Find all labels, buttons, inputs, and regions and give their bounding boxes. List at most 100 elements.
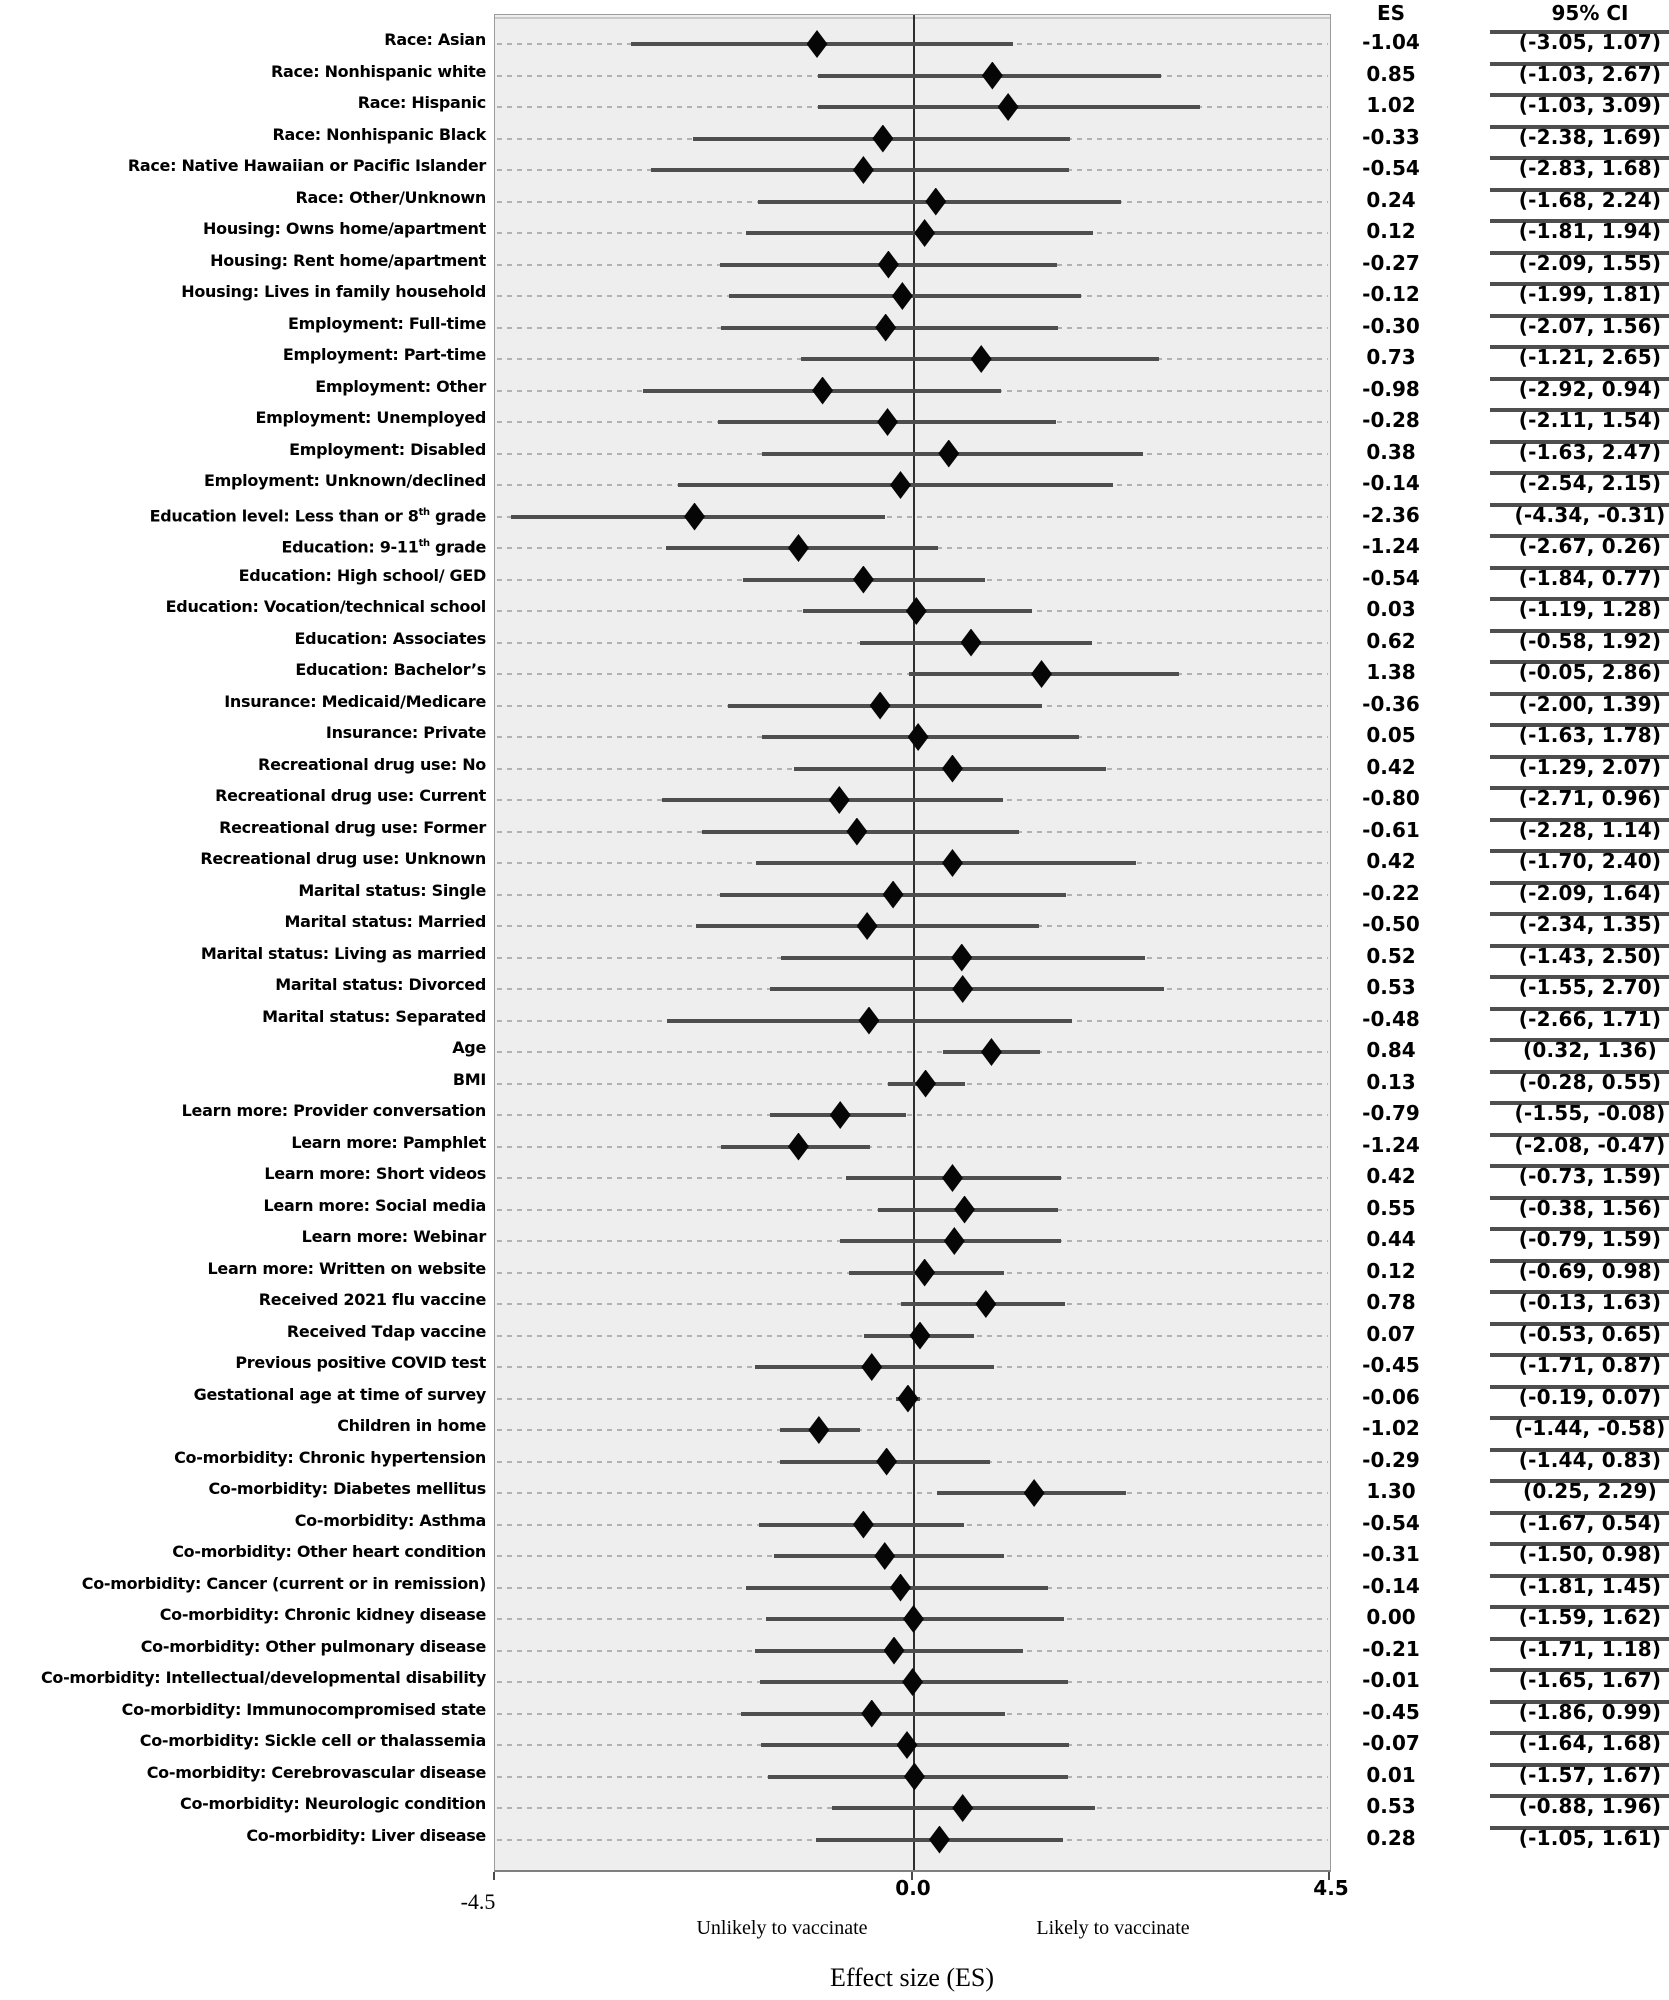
- row-label: Housing: Owns home/apartment: [203, 219, 486, 238]
- row-label: Marital status: Living as married: [200, 943, 486, 963]
- row-label: Recreational drug use: Former: [219, 817, 486, 837]
- x-tick-label-max: 4.5: [1313, 1876, 1349, 1900]
- es-value: -0.07: [1362, 1731, 1420, 1755]
- effect-size-marker: [938, 439, 960, 468]
- ci-value: (-1.86, 0.99): [1490, 1699, 1669, 1724]
- effect-size-marker: [941, 754, 963, 783]
- row-label: Employment: Part-time: [282, 345, 486, 364]
- ci-value: (-1.29, 2.07): [1490, 754, 1669, 779]
- effect-size-marker: [960, 628, 982, 657]
- ci-value: (-2.09, 1.55): [1490, 250, 1669, 275]
- es-value: -1.02: [1362, 1416, 1420, 1440]
- es-value: -0.21: [1362, 1636, 1420, 1661]
- es-value: -0.06: [1362, 1384, 1420, 1409]
- row-label: Housing: Rent home/apartment: [210, 250, 486, 270]
- effect-size-marker: [874, 1542, 896, 1570]
- effect-size-marker: [891, 282, 913, 310]
- row-label: Education: Bachelor’s: [295, 660, 486, 679]
- effect-size-marker: [970, 345, 992, 373]
- row-gridline: [497, 1114, 1328, 1116]
- ci-value: (-1.55, 2.70): [1490, 975, 1669, 999]
- row-label: Race: Asian: [384, 30, 486, 49]
- es-value: 0.01: [1366, 1762, 1416, 1787]
- es-value: 0.62: [1366, 628, 1416, 653]
- effect-size-marker: [861, 1699, 883, 1728]
- ci-value: (-1.70, 2.40): [1490, 849, 1669, 873]
- effect-size-marker: [928, 1825, 950, 1854]
- effect-size-marker: [905, 597, 927, 625]
- es-value: -0.54: [1362, 156, 1420, 180]
- row-label: Marital status: Single: [298, 880, 486, 900]
- effect-size-marker: [806, 30, 828, 58]
- effect-size-marker: [787, 534, 809, 562]
- es-value: 0.85: [1366, 61, 1416, 86]
- effect-size-marker: [883, 1636, 905, 1665]
- effect-size-marker: [828, 786, 850, 814]
- es-value: -0.54: [1362, 565, 1420, 590]
- row-label: Housing: Lives in family household: [181, 282, 486, 301]
- row-label: Education: High school/ GED: [238, 565, 487, 585]
- es-value: -0.80: [1362, 786, 1420, 810]
- ci-value: (-2.67, 0.26): [1490, 534, 1669, 558]
- ci-value: (-1.99, 1.81): [1490, 282, 1669, 306]
- row-label: Co-morbidity: Liver disease: [246, 1825, 486, 1845]
- ci-value: (-0.13, 1.63): [1490, 1290, 1669, 1314]
- row-label: Age: [452, 1038, 486, 1057]
- ci-value: (-1.03, 2.67): [1490, 61, 1669, 86]
- effect-size-marker: [941, 849, 963, 877]
- row-label: Education level: Less than or 8th grade: [149, 505, 487, 525]
- effect-size-marker: [876, 1447, 898, 1476]
- es-value: 0.53: [1366, 1794, 1416, 1818]
- es-value: 0.12: [1366, 1258, 1416, 1283]
- ci-value: (-1.68, 2.24): [1490, 187, 1669, 212]
- row-label: Education: 9-11th grade: [281, 537, 486, 557]
- es-value: -1.04: [1362, 30, 1420, 54]
- ci-value: (-1.59, 1.62): [1490, 1605, 1669, 1629]
- es-value: -0.14: [1362, 471, 1420, 495]
- ci-value: (-1.64, 1.68): [1490, 1731, 1669, 1755]
- es-value: -0.01: [1362, 1668, 1420, 1692]
- ci-value: (-1.67, 0.54): [1490, 1510, 1669, 1535]
- es-value: 0.42: [1366, 1164, 1416, 1188]
- ci-value: (0.32, 1.36): [1490, 1038, 1669, 1062]
- row-label: Marital status: Married: [284, 912, 487, 931]
- effect-size-marker: [829, 1101, 851, 1129]
- ci-value: (-0.79, 1.59): [1490, 1227, 1669, 1251]
- ci-value: (-1.81, 1.94): [1490, 219, 1669, 243]
- row-label: Marital status: Separated: [262, 1006, 486, 1026]
- ci-value: (-1.43, 2.50): [1490, 943, 1669, 968]
- es-value: 0.52: [1366, 943, 1416, 968]
- row-label: Race: Other/Unknown: [295, 187, 486, 207]
- ci-value: (-1.21, 2.65): [1490, 345, 1669, 369]
- es-value: -0.22: [1362, 880, 1420, 905]
- ci-value: (-0.88, 1.96): [1490, 1794, 1669, 1818]
- row-label: Education: Vocation/technical school: [165, 597, 487, 616]
- x-axis-title: Effect size (ES): [829, 1963, 995, 1992]
- es-value: 0.03: [1366, 597, 1416, 621]
- ci-value: (-1.84, 0.77): [1490, 565, 1669, 590]
- row-gridline: [497, 1492, 1328, 1494]
- x-axis-tick-left: [493, 1872, 495, 1880]
- ci-value: (-0.58, 1.92): [1490, 628, 1669, 653]
- row-label: Learn more: Social media: [263, 1195, 487, 1215]
- effect-size-marker: [846, 817, 868, 846]
- ci-value: (-0.28, 0.55): [1490, 1069, 1669, 1094]
- row-label: Recreational drug use: Current: [215, 786, 486, 805]
- es-value: 0.07: [1366, 1321, 1416, 1346]
- effect-size-marker: [903, 1762, 925, 1791]
- row-label: Previous positive COVID test: [235, 1353, 486, 1372]
- es-value: 0.00: [1366, 1605, 1416, 1629]
- ci-value: (-1.44, -0.58): [1490, 1416, 1669, 1440]
- es-value: 0.12: [1366, 219, 1416, 243]
- row-label: Insurance: Private: [325, 723, 486, 742]
- es-value: 0.42: [1366, 754, 1416, 779]
- ci-value: (-0.69, 0.98): [1490, 1258, 1669, 1283]
- es-value: 0.73: [1366, 345, 1416, 369]
- es-value: -0.30: [1362, 313, 1420, 338]
- es-value: -0.61: [1362, 817, 1420, 842]
- es-value: -0.14: [1362, 1573, 1420, 1598]
- ci-value: (-4.34, -0.31): [1490, 502, 1669, 527]
- effect-size-marker: [915, 1069, 937, 1098]
- row-label: Learn more: Short videos: [264, 1164, 486, 1183]
